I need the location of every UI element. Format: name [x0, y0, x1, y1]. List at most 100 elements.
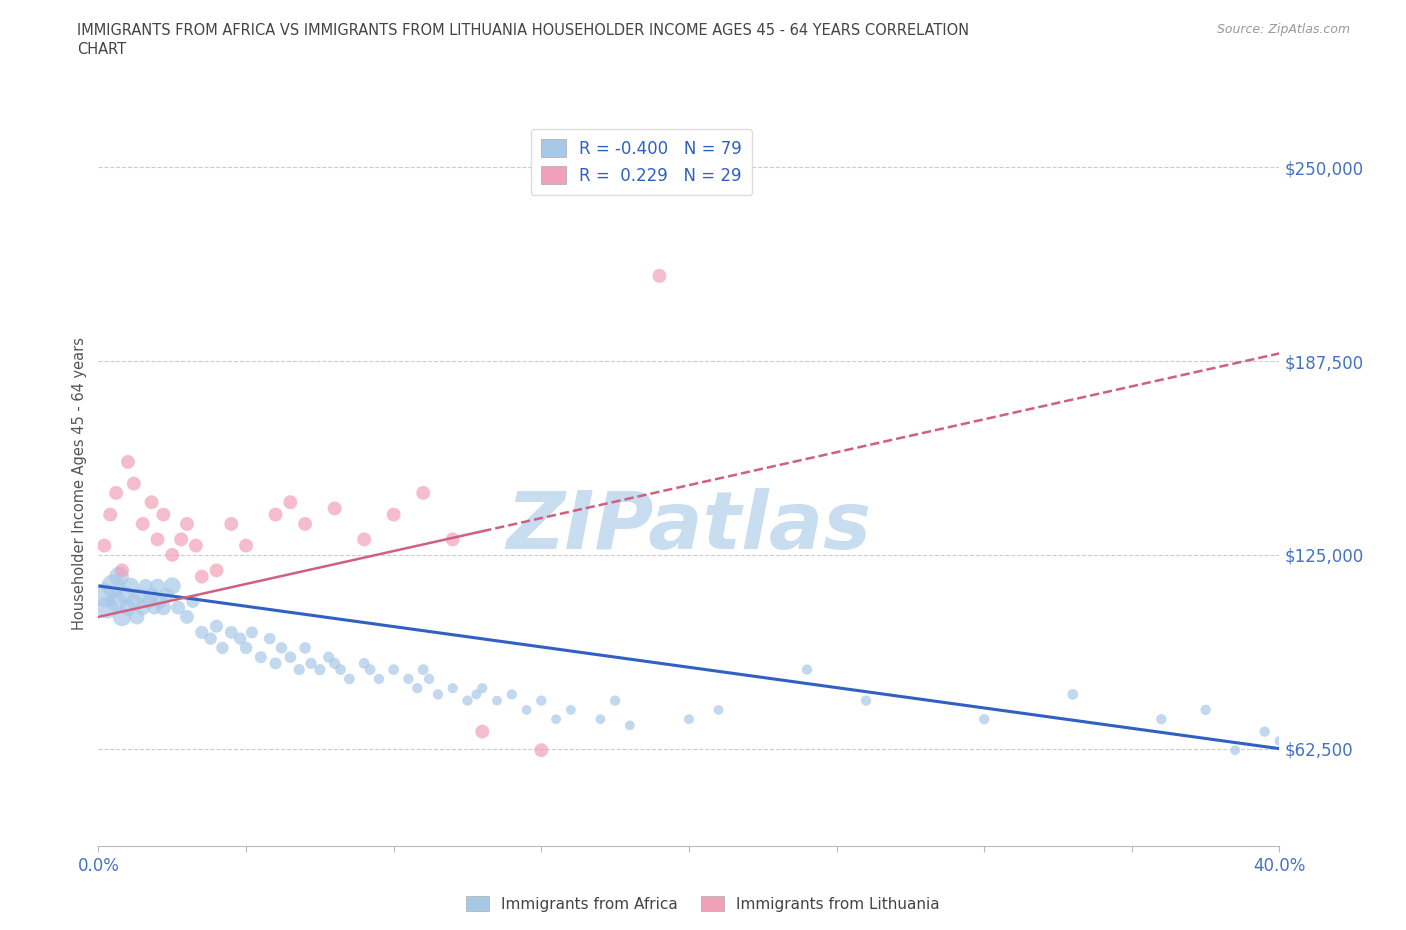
Point — [221, 625, 243, 640]
Point — [486, 693, 509, 708]
Point — [114, 588, 136, 603]
Point — [1225, 743, 1247, 758]
Point — [176, 516, 198, 531]
Point — [1268, 734, 1291, 749]
Point — [200, 631, 222, 646]
Point — [162, 578, 183, 593]
Point — [143, 600, 166, 615]
Point — [128, 588, 150, 603]
Point — [973, 711, 995, 726]
Point — [398, 671, 420, 686]
Point — [117, 600, 139, 615]
Point — [96, 600, 118, 615]
Point — [516, 702, 538, 717]
Point — [441, 532, 464, 547]
Point — [339, 671, 361, 686]
Point — [259, 631, 281, 646]
Point — [191, 625, 214, 640]
Point — [605, 693, 627, 708]
Point — [264, 507, 287, 522]
Point — [152, 600, 174, 615]
Point — [146, 578, 169, 593]
Point — [184, 538, 207, 553]
Point — [191, 569, 214, 584]
Point — [264, 656, 287, 671]
Point — [323, 501, 346, 516]
Point — [240, 625, 263, 640]
Point — [299, 656, 322, 671]
Point — [441, 681, 464, 696]
Point — [125, 609, 148, 624]
Point — [138, 594, 160, 609]
Point — [796, 662, 818, 677]
Point — [1254, 724, 1277, 739]
Point — [117, 455, 139, 470]
Point — [1195, 702, 1218, 717]
Point — [211, 641, 233, 656]
Y-axis label: Householder Income Ages 45 - 64 years: Householder Income Ages 45 - 64 years — [72, 337, 87, 631]
Point — [560, 702, 582, 717]
Point — [530, 743, 553, 758]
Point — [288, 662, 311, 677]
Text: IMMIGRANTS FROM AFRICA VS IMMIGRANTS FROM LITHUANIA HOUSEHOLDER INCOME AGES 45 -: IMMIGRANTS FROM AFRICA VS IMMIGRANTS FRO… — [77, 23, 970, 38]
Point — [181, 594, 204, 609]
Point — [146, 532, 169, 547]
Point — [294, 516, 316, 531]
Point — [427, 687, 450, 702]
Point — [176, 609, 198, 624]
Point — [678, 711, 700, 726]
Point — [1062, 687, 1084, 702]
Text: Source: ZipAtlas.com: Source: ZipAtlas.com — [1216, 23, 1350, 36]
Point — [1150, 711, 1173, 726]
Point — [122, 594, 145, 609]
Point — [155, 588, 177, 603]
Point — [93, 588, 115, 603]
Point — [250, 650, 273, 665]
Point — [167, 600, 190, 615]
Point — [280, 650, 302, 665]
Point — [170, 532, 193, 547]
Point — [501, 687, 523, 702]
Point — [105, 594, 128, 609]
Point — [323, 656, 346, 671]
Point — [855, 693, 877, 708]
Point — [280, 495, 302, 510]
Point — [135, 578, 157, 593]
Point — [105, 485, 128, 500]
Point — [229, 631, 252, 646]
Point — [619, 718, 641, 733]
Point — [294, 641, 316, 656]
Text: CHART: CHART — [77, 42, 127, 57]
Point — [108, 569, 131, 584]
Point — [132, 516, 155, 531]
Point — [412, 662, 434, 677]
Point — [353, 656, 375, 671]
Point — [530, 693, 553, 708]
Point — [111, 563, 134, 578]
Point — [235, 538, 257, 553]
Point — [141, 495, 163, 510]
Point — [353, 532, 375, 547]
Point — [103, 578, 125, 593]
Point — [221, 516, 243, 531]
Text: ZIPatlas: ZIPatlas — [506, 488, 872, 566]
Point — [382, 662, 405, 677]
Point — [648, 269, 671, 284]
Point — [120, 578, 142, 593]
Point — [98, 507, 121, 522]
Point — [406, 681, 429, 696]
Point — [471, 724, 494, 739]
Legend: R = -0.400   N = 79, R =  0.229   N = 29: R = -0.400 N = 79, R = 0.229 N = 29 — [531, 129, 752, 195]
Point — [111, 609, 134, 624]
Point — [152, 507, 174, 522]
Point — [465, 687, 488, 702]
Point — [589, 711, 612, 726]
Point — [270, 641, 292, 656]
Point — [318, 650, 340, 665]
Point — [412, 485, 434, 500]
Point — [707, 702, 730, 717]
Legend: Immigrants from Africa, Immigrants from Lithuania: Immigrants from Africa, Immigrants from … — [460, 889, 946, 918]
Point — [205, 618, 228, 633]
Point — [359, 662, 381, 677]
Point — [132, 600, 155, 615]
